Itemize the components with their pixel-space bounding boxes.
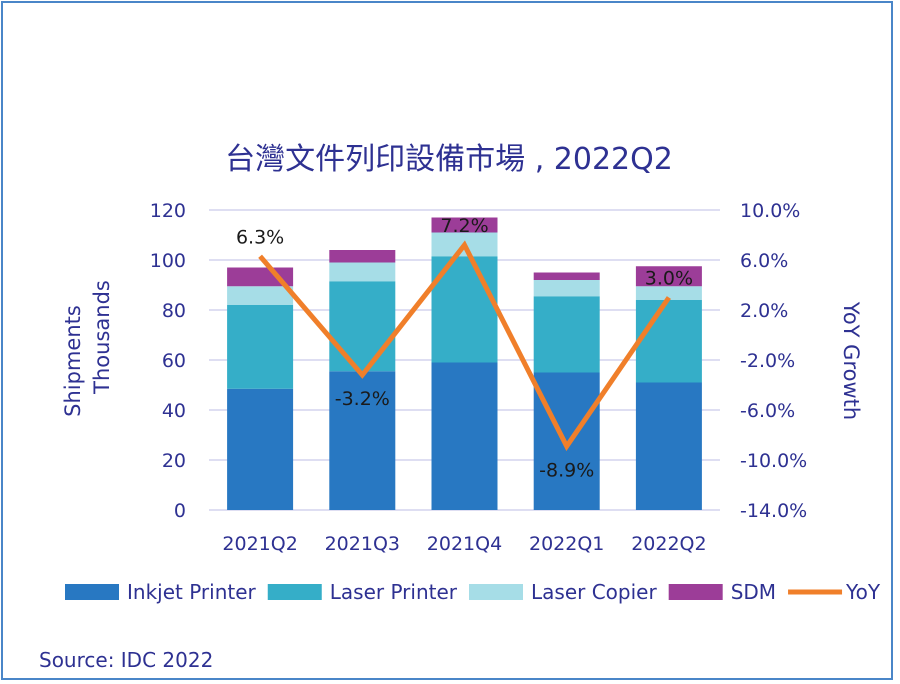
- chart-title: 台灣文件列印設備市場 , 2022Q2: [225, 142, 673, 177]
- y-tick-label: 0: [174, 500, 186, 522]
- bar-laser-copier: [533, 280, 600, 297]
- x-tick-label: 2021Q3: [325, 533, 400, 555]
- legend-label: YoY: [845, 580, 881, 604]
- x-tick-label: 2022Q1: [529, 533, 604, 555]
- bar-laser-copier: [329, 262, 396, 282]
- bar-sdm: [431, 217, 498, 233]
- legend-label: SDM: [731, 580, 776, 604]
- yoy-data-label: -8.9%: [539, 459, 594, 481]
- y2-tick-label: 2.0%: [740, 300, 788, 322]
- bar-laser-copier: [635, 286, 702, 300]
- yoy-data-label: -3.2%: [335, 388, 390, 410]
- y-axis-label-line1: Shipments: [61, 305, 85, 417]
- yoy-line-path: [258, 240, 671, 452]
- bar-inkjet-printer: [431, 362, 498, 510]
- legend-swatch: [668, 584, 723, 600]
- y-tick-label: 20: [162, 450, 186, 472]
- bar-laser-printer: [329, 281, 396, 372]
- yoy-labels: 6.3% -3.2% 7.2% -8.9% 3.0%: [236, 215, 693, 481]
- y-tick-label: 120: [150, 200, 186, 222]
- yoy-data-label: 7.2%: [440, 215, 488, 237]
- x-tick-label: 2021Q4: [427, 533, 502, 555]
- bars: [227, 217, 702, 510]
- x-tick-label: 2022Q2: [631, 533, 706, 555]
- bar-sdm: [533, 272, 600, 280]
- y-axis-right-ticks: -14.0% -10.0% -6.0% -2.0% 2.0% 6.0% 10.0%: [740, 200, 807, 522]
- yoy-data-label: 6.3%: [236, 226, 284, 248]
- legend-swatch: [469, 584, 523, 600]
- chart: 台灣文件列印設備市場 , 2022Q2 0 20 40 60 80 100 120 -14.…: [39, 142, 881, 672]
- yoy-line: [258, 240, 671, 452]
- bar-laser-copier: [227, 286, 294, 305]
- y-tick-label: 60: [162, 350, 186, 372]
- y-axis-label-line2: Thousands: [90, 280, 114, 395]
- bar-inkjet-printer: [635, 382, 702, 510]
- x-axis-ticks: 2021Q2 2021Q3 2021Q4 2022Q1 2022Q2: [222, 533, 706, 555]
- legend-label: Laser Printer: [330, 580, 458, 604]
- y2-tick-label: -6.0%: [740, 400, 795, 422]
- source-text: Source: IDC 2022: [39, 648, 213, 672]
- y2-tick-label: -14.0%: [740, 500, 807, 522]
- bar-laser-printer: [635, 300, 702, 383]
- legend-swatch: [267, 584, 322, 600]
- y2-tick-label: 10.0%: [740, 200, 800, 222]
- y2-tick-label: 6.0%: [740, 250, 788, 272]
- y-tick-label: 40: [162, 400, 186, 422]
- y-axis-left-ticks: 0 20 40 60 80 100 120: [150, 200, 186, 522]
- x-tick-label: 2021Q2: [222, 533, 297, 555]
- bar-sdm: [635, 266, 702, 287]
- bar-inkjet-printer: [227, 388, 294, 510]
- yoy-data-label: 3.0%: [645, 268, 693, 290]
- legend-label: Inkjet Printer: [127, 580, 257, 604]
- y2-tick-label: -2.0%: [740, 350, 795, 372]
- y-tick-label: 80: [162, 300, 186, 322]
- legend: Inkjet Printer Laser Printer Laser Copier S…: [65, 580, 881, 604]
- y-tick-label: 100: [150, 250, 186, 272]
- y2-axis-label: YoY Growth: [839, 301, 863, 420]
- bar-laser-printer: [533, 296, 600, 373]
- legend-swatch: [65, 584, 119, 600]
- legend-label: Laser Copier: [531, 580, 657, 604]
- bar-sdm: [329, 250, 396, 263]
- y2-tick-label: -10.0%: [740, 450, 807, 472]
- bar-laser-printer: [227, 305, 294, 389]
- bar-inkjet-printer: [329, 371, 396, 510]
